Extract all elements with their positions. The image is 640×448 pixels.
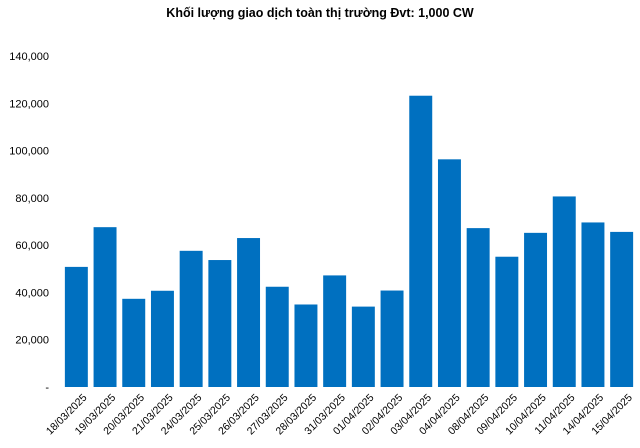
y-tick-label: 100,000	[9, 146, 49, 158]
bar	[495, 256, 519, 387]
bar	[524, 232, 548, 387]
y-tick-label: 40,000	[15, 287, 49, 299]
bar	[294, 304, 318, 387]
bar	[552, 196, 576, 387]
bar	[150, 290, 174, 387]
bar	[380, 290, 404, 387]
chart-title: Khối lượng giao dịch toàn thị trường Đvt…	[166, 6, 474, 20]
bar	[409, 95, 433, 387]
bar	[237, 238, 261, 387]
y-tick-label: 120,000	[9, 98, 49, 110]
y-tick-label: 80,000	[15, 193, 49, 205]
bar	[208, 260, 232, 387]
bar	[93, 227, 117, 387]
bar	[323, 275, 347, 387]
bar	[466, 228, 490, 387]
bar	[64, 266, 88, 387]
bar	[351, 306, 375, 387]
y-tick-label: -	[45, 382, 49, 394]
bar	[610, 231, 634, 387]
bar	[437, 159, 461, 387]
bar	[581, 222, 605, 387]
bar	[122, 298, 146, 387]
y-tick-label: 20,000	[15, 335, 49, 347]
y-tick-label: 140,000	[9, 51, 49, 63]
y-tick-label: 60,000	[15, 240, 49, 252]
bar	[179, 250, 203, 387]
bar	[265, 286, 289, 387]
